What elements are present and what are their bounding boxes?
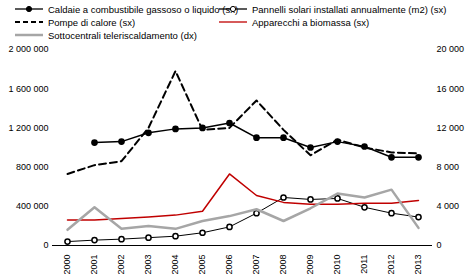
html-text:Sottocentrali teleriscaldament: Sottocentrali teleriscaldamento (dx) <box>48 29 197 41</box>
svg-text:2001: 2001 <box>89 255 99 275</box>
svg-text:12 000: 12 000 <box>437 123 465 133</box>
svg-text:2002: 2002 <box>116 255 126 275</box>
svg-text:2 000 000: 2 000 000 <box>8 44 48 54</box>
svg-text:0: 0 <box>43 240 48 250</box>
html-text:Pannelli solari installati ann: Pannelli solari installati annualmente (… <box>252 3 447 15</box>
svg-text:2012: 2012 <box>386 255 396 275</box>
svg-text:20 000: 20 000 <box>437 44 465 54</box>
html-text:Caldaie a combustibile gassoso: Caldaie a combustibile gassoso o liquido… <box>48 3 239 15</box>
svg-text:0: 0 <box>437 240 442 250</box>
svg-text:2011: 2011 <box>359 255 369 274</box>
svg-text:2007: 2007 <box>251 255 261 275</box>
svg-text:8 000: 8 000 <box>437 162 460 172</box>
svg-text:2005: 2005 <box>197 255 207 275</box>
svg-text:16 000: 16 000 <box>437 84 465 94</box>
svg-text:2006: 2006 <box>224 255 234 275</box>
svg-text:2000: 2000 <box>62 255 72 275</box>
svg-text:2004: 2004 <box>170 255 180 275</box>
svg-text:4 000: 4 000 <box>437 201 460 211</box>
html-text:Apparecchi a biomassa (sx): Apparecchi a biomassa (sx) <box>252 16 370 28</box>
svg-text:2008: 2008 <box>278 255 288 275</box>
svg-text:2009: 2009 <box>305 255 315 275</box>
svg-text:400 000: 400 000 <box>16 201 49 211</box>
svg-text:1 600 000: 1 600 000 <box>8 84 48 94</box>
svg-text:1 200 000: 1 200 000 <box>8 123 48 133</box>
svg-text:2013: 2013 <box>413 255 423 275</box>
svg-text:2010: 2010 <box>332 255 342 275</box>
svg-text:800 000: 800 000 <box>16 162 49 172</box>
html-text:Pompe di calore (sx): Pompe di calore (sx) <box>48 16 136 28</box>
svg-text:2003: 2003 <box>143 255 153 275</box>
